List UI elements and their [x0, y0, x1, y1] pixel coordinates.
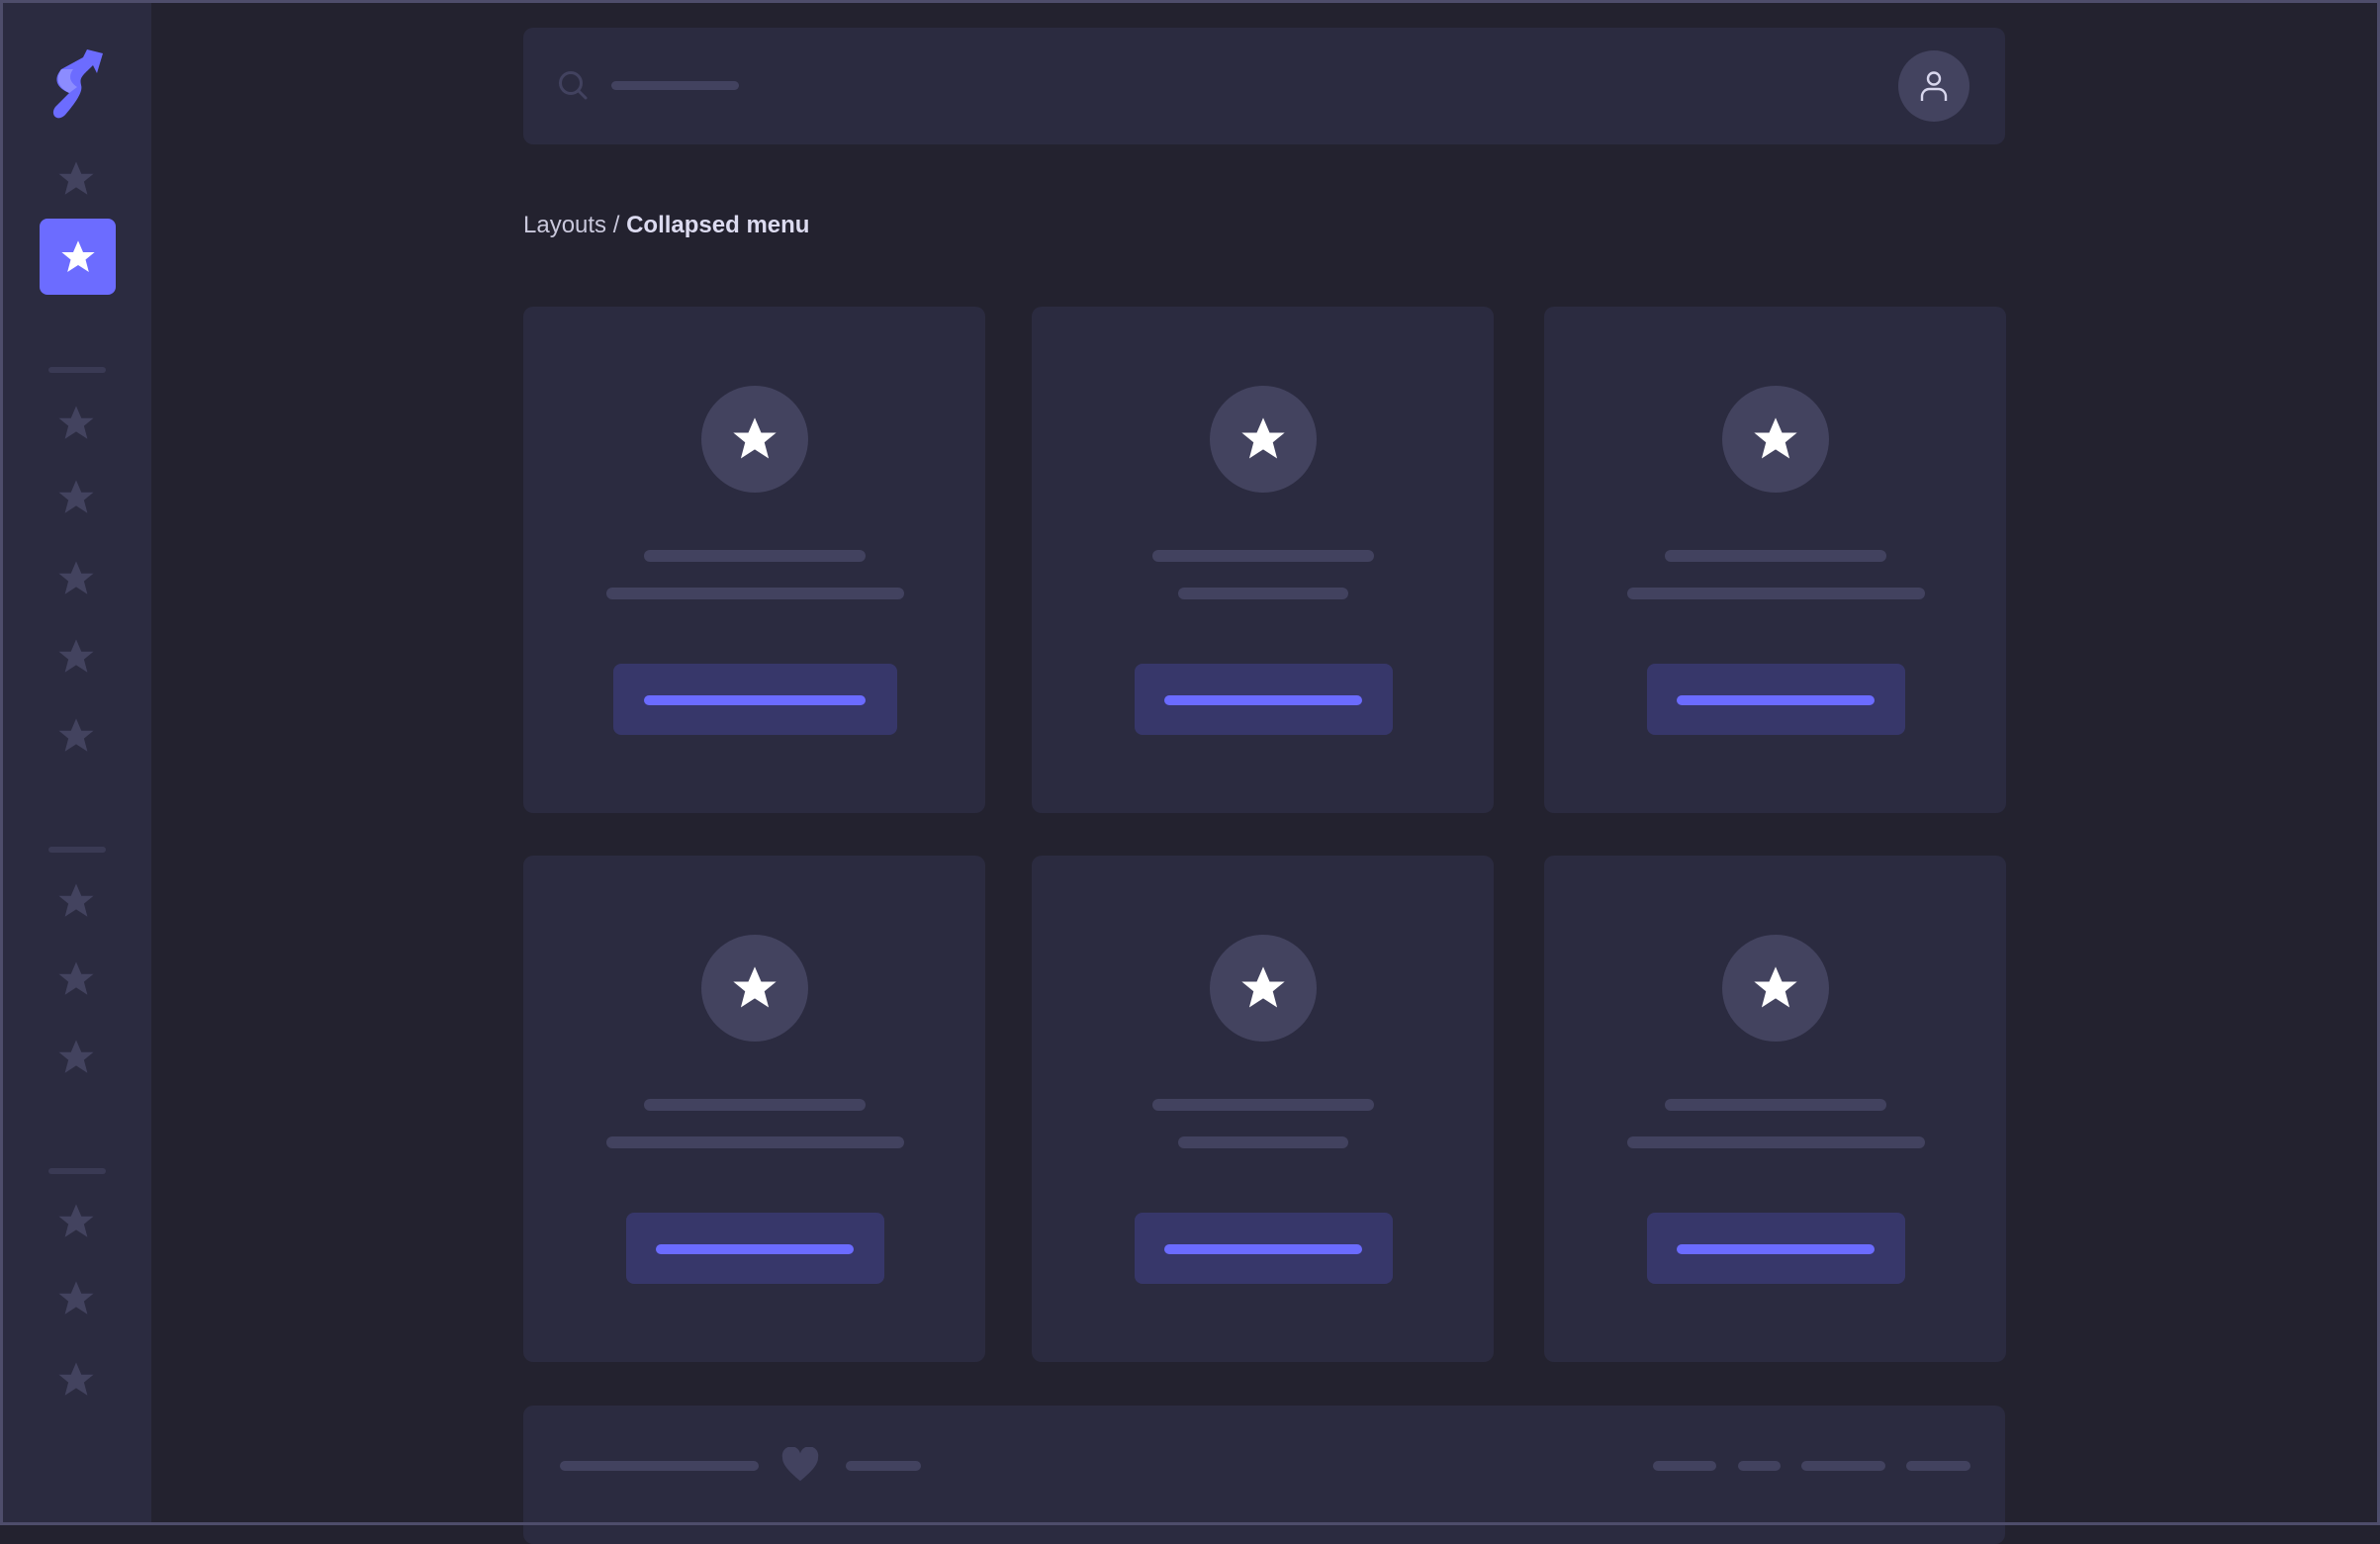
card-button-label — [1677, 1244, 1875, 1254]
card — [523, 856, 985, 1362]
star-icon[interactable] — [55, 558, 97, 599]
star-icon[interactable] — [55, 1037, 97, 1078]
card-title — [1152, 550, 1374, 562]
card-title — [1665, 1099, 1886, 1111]
breadcrumb-separator: / — [606, 212, 627, 238]
sidebar-divider — [48, 1168, 106, 1174]
star-icon[interactable] — [55, 477, 97, 518]
star-icon — [1754, 966, 1797, 1008]
card-text — [1178, 588, 1348, 599]
card-title — [644, 550, 866, 562]
card-title — [1665, 550, 1886, 562]
card-text — [1626, 588, 1925, 599]
card-icon — [1722, 935, 1829, 1042]
user-avatar-button[interactable] — [1898, 50, 1969, 122]
card — [1544, 307, 2006, 813]
sidebar-divider — [48, 367, 106, 373]
search-icon[interactable] — [556, 67, 592, 105]
star-icon[interactable] — [55, 158, 97, 200]
breadcrumb-current: Collapsed menu — [626, 212, 810, 238]
card-button-label — [644, 695, 866, 705]
star-icon[interactable] — [55, 1201, 97, 1242]
card-button[interactable] — [625, 1213, 884, 1284]
star-icon — [1241, 966, 1285, 1008]
star-icon[interactable] — [55, 958, 97, 1000]
card-button-label — [1677, 695, 1875, 705]
star-icon — [1754, 417, 1797, 459]
card — [523, 307, 985, 813]
star-icon — [60, 239, 95, 272]
card-icon — [1210, 935, 1317, 1042]
sidebar-divider — [48, 847, 106, 853]
card-icon — [1210, 386, 1317, 493]
star-icon[interactable] — [55, 1278, 97, 1319]
card-title — [644, 1099, 866, 1111]
card-icon — [701, 935, 808, 1042]
card-icon — [701, 386, 808, 493]
search-input[interactable] — [611, 81, 739, 90]
star-icon — [1241, 417, 1285, 459]
sidebar — [0, 0, 151, 1525]
top-bar — [523, 28, 2005, 144]
card — [1032, 856, 1494, 1362]
card — [1544, 856, 2006, 1362]
card-button[interactable] — [1646, 664, 1905, 735]
star-icon[interactable] — [55, 1359, 97, 1401]
nav-item-active[interactable] — [40, 219, 116, 295]
card-text — [1178, 1136, 1348, 1148]
card-button[interactable] — [612, 664, 897, 735]
star-icon[interactable] — [55, 403, 97, 444]
card-text — [605, 1136, 904, 1148]
app-logo[interactable] — [47, 45, 107, 121]
card-title — [1152, 1099, 1374, 1111]
star-icon — [733, 966, 777, 1008]
breadcrumb: Layouts / Collapsed menu — [523, 212, 809, 239]
card-icon — [1722, 386, 1829, 493]
card-button-label — [1164, 1244, 1362, 1254]
footer-link[interactable] — [1738, 1461, 1781, 1471]
card-button[interactable] — [1134, 664, 1393, 735]
card — [1032, 307, 1494, 813]
card-button-label — [656, 1244, 854, 1254]
card-button-label — [1164, 695, 1362, 705]
user-icon — [1920, 71, 1948, 101]
star-icon[interactable] — [55, 715, 97, 757]
star-icon — [733, 417, 777, 459]
heart-icon — [781, 1447, 819, 1482]
footer-link[interactable] — [1906, 1461, 1970, 1471]
footer-link[interactable] — [1653, 1461, 1716, 1471]
footer-text — [846, 1461, 921, 1471]
star-icon[interactable] — [55, 880, 97, 922]
star-icon[interactable] — [55, 636, 97, 678]
footer-link[interactable] — [1801, 1461, 1885, 1471]
breadcrumb-parent[interactable]: Layouts — [523, 212, 607, 238]
card-button[interactable] — [1134, 1213, 1393, 1284]
footer — [523, 1406, 2005, 1544]
card-text — [605, 588, 904, 599]
card-button[interactable] — [1646, 1213, 1905, 1284]
footer-text — [560, 1461, 759, 1471]
card-text — [1626, 1136, 1925, 1148]
